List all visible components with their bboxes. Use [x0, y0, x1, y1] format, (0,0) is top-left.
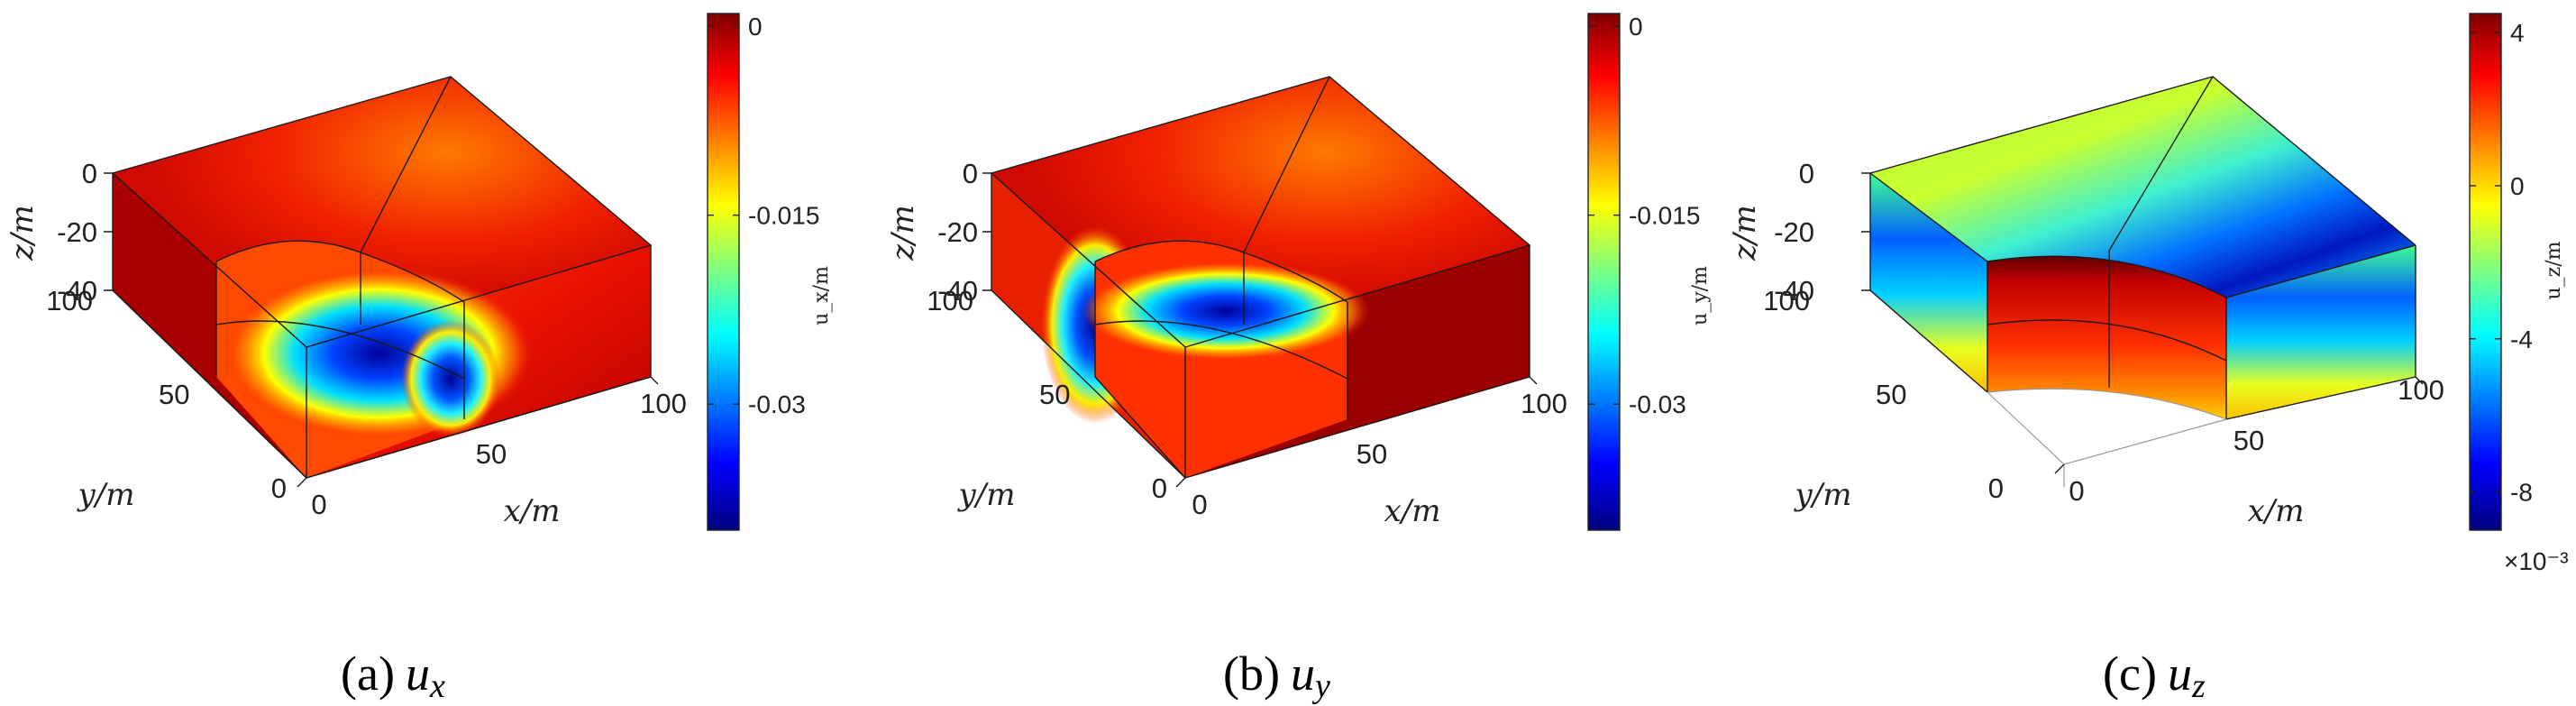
panel-b-axis-lines: [982, 172, 1538, 488]
panel-a: [104, 76, 659, 488]
axis-labels: 0 -20 -40 0 50 100 0 50 100 x/m y/m z/m 0 -20 -40 0 50 10…: [5, 158, 2444, 529]
panel-c-y-tick: 0: [1988, 472, 2004, 504]
panel-b-y-tick: 50: [1039, 379, 1070, 410]
panel-a-y-tick: 100: [46, 285, 93, 316]
colorbar-b-bar: [1588, 14, 1620, 530]
panel-b-y-tick: 0: [1152, 472, 1167, 504]
panel-c-front-face: [2226, 245, 2416, 419]
colorbar-b-tick-label: -0.03: [1629, 390, 1686, 418]
panel-c-y-tick: 100: [1763, 285, 1810, 316]
colorbar-c-label: u_z/m: [2543, 241, 2565, 299]
panel-c: [1861, 76, 2424, 487]
panel-a-x-label: x/m: [504, 493, 561, 529]
colorbar-b-frame: [1587, 13, 1621, 531]
panel-a-y-tick: 0: [271, 472, 287, 504]
colorbar-c-tick-label: -8: [2510, 479, 2533, 507]
panel-c-left-face: [1870, 173, 1987, 392]
panel-b-z-tick: -20: [937, 216, 978, 248]
panel-c-tunnel-wall: [1987, 256, 2226, 419]
panel-a-z-tick: -40: [57, 275, 97, 307]
panel-c-y-label: y/m: [1794, 477, 1852, 513]
panel-c-z-tick: -20: [1774, 216, 1814, 248]
panel-b-y-label: y/m: [957, 477, 1016, 513]
colorbar-c-tick-label: 4: [2510, 19, 2525, 47]
panel-a-z-tick: -20: [57, 216, 97, 248]
panel-c-z-tick: 0: [1799, 158, 1814, 189]
panel-a-blob-core: [401, 320, 500, 437]
panel-b-x-tick: 50: [1357, 438, 1387, 470]
panel-b-z-tick: 0: [963, 158, 978, 189]
panel-c-axis-lines: [1861, 172, 2424, 474]
panel-b-x-label: x/m: [1384, 493, 1441, 529]
colorbar-a-tick-label: 0: [748, 13, 763, 41]
colorbar-c-frame: [2469, 13, 2502, 531]
colorbar-a-bar: [708, 14, 739, 530]
colorbar-a-label: u_x/m: [810, 266, 833, 325]
panel-b-displacement-blob: [1082, 261, 1370, 361]
panel-a-axis-lines: [104, 172, 659, 488]
panel-a-x-tick: 0: [311, 489, 326, 520]
panel-c-y-tick: 50: [1876, 379, 1906, 410]
panel-b-z-label: z/m: [885, 205, 921, 261]
panel-a-z-label: z/m: [5, 205, 41, 261]
panel-a-z-tick: 0: [82, 158, 97, 189]
colorbar-a-tick-label: -0.03: [748, 390, 806, 418]
colorbar-c-bar: [2470, 14, 2501, 530]
colorbar-b-tick-label: -0.015: [1629, 202, 1700, 230]
caption-b: (b) uy: [1223, 646, 1330, 705]
panel-c-x-tick: 0: [2069, 475, 2084, 507]
panel-c-tunnel-floor: [1987, 389, 2226, 464]
panel-c-top-face: [1870, 77, 2416, 298]
panel-c-x-tick: 100: [2398, 374, 2444, 406]
colorbar-ticks: 0 -0.015 -0.03 0 -0.015 -0.03 4 0 -4 -8: [707, 13, 2533, 531]
panel-c-x-tick: 50: [2233, 425, 2264, 456]
colorbar-c-tick-label: -4: [2510, 325, 2533, 353]
colorbar-b-tick-label: 0: [1629, 13, 1643, 41]
panel-b-x-tick: 100: [1521, 388, 1567, 419]
panel-a-x-tick: 100: [640, 388, 687, 419]
panel-a-y-tick: 50: [159, 379, 189, 410]
colorbar-a-tick-label: -0.015: [748, 202, 819, 230]
colorbar-c-exponent: ×10⁻³: [2504, 547, 2569, 575]
panel-b-y-tick: 100: [927, 285, 973, 316]
colorbar-b-label: u_y/m: [1689, 266, 1712, 325]
panel-b-z-tick: -40: [937, 275, 978, 307]
panel-b-x-tick: 0: [1192, 489, 1207, 520]
panel-c-z-tick: -40: [1774, 275, 1814, 307]
panel-c-z-label: z/m: [1727, 205, 1763, 261]
panel-b: [982, 76, 1538, 488]
caption-a: (a) ux: [341, 646, 445, 705]
colorbar-a-frame: [707, 13, 740, 531]
panel-a-x-tick: 50: [476, 438, 507, 470]
panel-a-y-label: y/m: [77, 477, 135, 513]
panel-c-x-label: x/m: [2248, 493, 2305, 529]
caption-c: (c) uz: [2103, 646, 2206, 705]
colorbar-c-tick-label: 0: [2510, 172, 2525, 200]
